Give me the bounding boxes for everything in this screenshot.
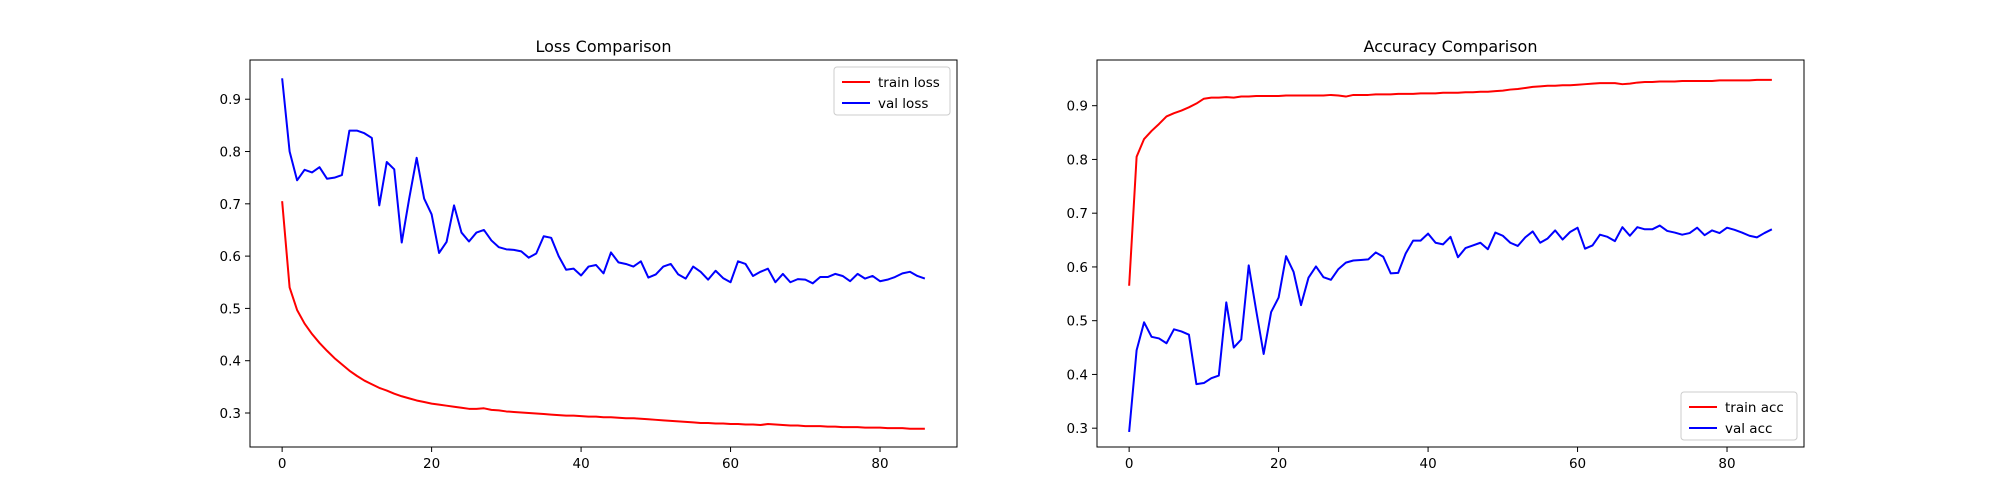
- x-tick-label: 80: [1718, 456, 1735, 472]
- y-tick-label: 0.8: [220, 145, 241, 161]
- x-tick-label: 80: [871, 456, 888, 472]
- legend: train loss val loss: [833, 66, 951, 116]
- series-line-val-acc: [1128, 224, 1773, 433]
- y-tick-label: 0.6: [1067, 260, 1088, 276]
- y-tick-label: 0.9: [220, 92, 241, 108]
- legend: train acc val acc: [1680, 391, 1798, 441]
- series-line-train-loss: [281, 201, 925, 430]
- y-tick-label: 0.5: [220, 301, 241, 317]
- x-tick-label: 60: [1569, 456, 1586, 472]
- y-tick-label: 0.7: [220, 197, 241, 213]
- loss-comparison-chart: Loss Comparison 0 20 40 60 80 0.3 0.4 0.5 0.6 0.7…: [220, 37, 958, 472]
- chart-title: Accuracy Comparison: [1364, 37, 1538, 56]
- y-tick-label: 0.8: [1067, 152, 1088, 168]
- y-tick-label: 0.7: [1067, 206, 1088, 222]
- legend-label: train acc: [1725, 400, 1784, 416]
- y-tick-label: 0.3: [1067, 421, 1088, 437]
- series-line-val-loss: [281, 78, 926, 285]
- x-tick-label: 40: [572, 456, 589, 472]
- plot-area-frame: [249, 59, 958, 448]
- y-tick-label: 0.6: [220, 249, 241, 265]
- y-tick-label: 0.3: [220, 406, 241, 422]
- x-tick-label: 20: [423, 456, 440, 472]
- x-tick-label: 0: [278, 456, 287, 472]
- series-line-train-acc: [1128, 78, 1772, 286]
- x-tick-label: 20: [1270, 456, 1287, 472]
- x-tick-label: 0: [1125, 456, 1134, 472]
- x-tick-label: 60: [722, 456, 739, 472]
- y-tick-label: 0.4: [1067, 367, 1088, 383]
- y-tick-label: 0.5: [1067, 314, 1088, 330]
- y-tick-label: 0.9: [1067, 99, 1088, 115]
- x-tick-label: 40: [1419, 456, 1436, 472]
- plot-area-frame: [1096, 59, 1805, 448]
- y-tick-label: 0.4: [220, 354, 241, 370]
- accuracy-comparison-chart: Accuracy Comparison 0 20 40 60 80 0.3 0.4 0.5 0.…: [1067, 37, 1805, 472]
- chart-title: Loss Comparison: [536, 37, 672, 56]
- legend-label: train loss: [878, 75, 940, 91]
- legend-label: val loss: [878, 96, 928, 112]
- legend-label: val acc: [1725, 421, 1772, 437]
